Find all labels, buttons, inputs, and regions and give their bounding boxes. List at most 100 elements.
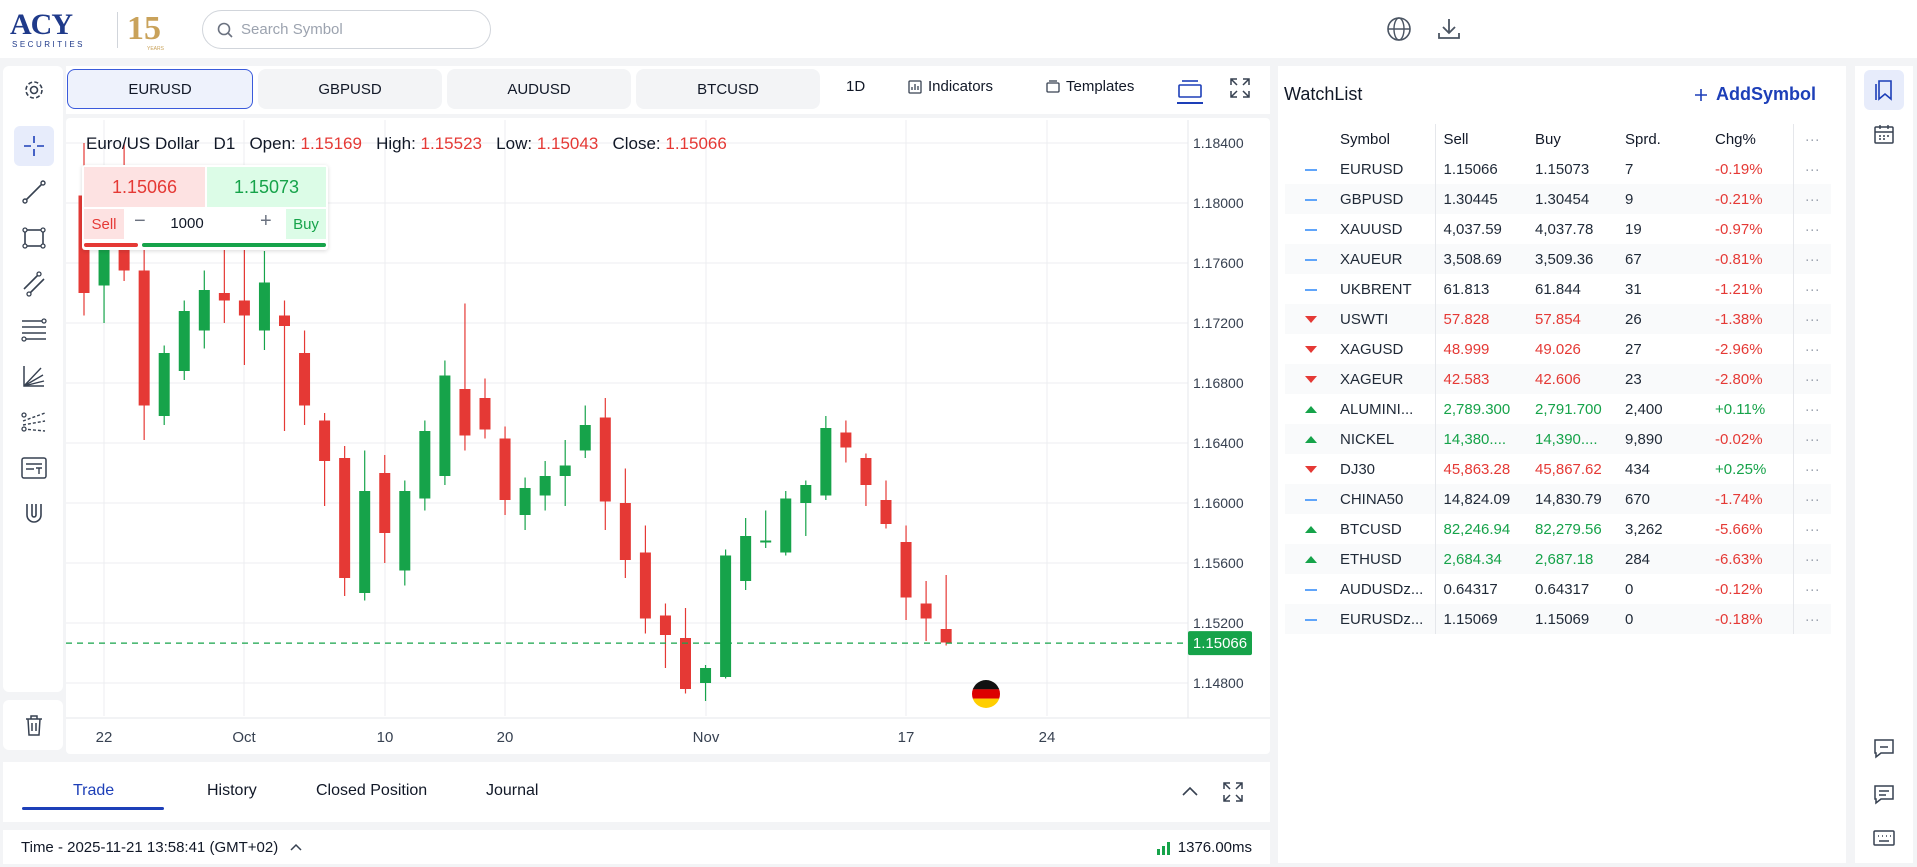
open-label: Open:	[249, 134, 296, 153]
expand-panel-icon[interactable]	[1221, 780, 1245, 804]
globe-icon[interactable]	[1386, 16, 1412, 42]
row-more-button[interactable]: ···	[1792, 574, 1831, 604]
active-tab-indicator	[22, 807, 164, 810]
row-more-button[interactable]: ···	[1792, 244, 1831, 274]
row-more-button[interactable]: ···	[1792, 154, 1831, 184]
buy-button[interactable]: Buy	[286, 209, 326, 239]
magnet-icon[interactable]	[14, 494, 54, 534]
quantity-decrease-button[interactable]: −	[134, 210, 146, 232]
symbol-tab-gbpusd[interactable]: GBPUSD	[258, 69, 442, 109]
row-symbol: ALUMINI...	[1340, 400, 1414, 418]
row-more-button[interactable]: ···	[1792, 394, 1831, 424]
row-more-button[interactable]: ···	[1792, 454, 1831, 484]
watchlist-row[interactable]: EURUSD 1.15066 1.15073 7 -0.19% ···	[1285, 154, 1831, 184]
symbol-tab-audusd[interactable]: AUDUSD	[447, 69, 631, 109]
candle-body	[920, 603, 932, 619]
chevron-up-small-icon[interactable]	[290, 842, 302, 852]
watchlist-row[interactable]: XAUEUR 3,508.69 3,509.36 67 -0.81% ···	[1285, 244, 1831, 274]
tab-trade[interactable]: Trade	[73, 782, 115, 799]
row-direction	[1285, 154, 1337, 184]
row-more-button[interactable]: ···	[1792, 484, 1831, 514]
watchlist-row[interactable]: NICKEL 14,380.... 14,390.... 9,890 -0.02% ···	[1285, 424, 1831, 454]
row-more-button[interactable]: ···	[1792, 304, 1831, 334]
row-more-button[interactable]: ···	[1792, 604, 1831, 634]
watchlist-row[interactable]: ETHUSD 2,684.34 2,687.18 284 -6.63% ···	[1285, 544, 1831, 574]
pitchfork-icon[interactable]	[14, 402, 54, 442]
add-symbol-button[interactable]: AddSymbol	[1694, 84, 1816, 105]
watchlist-row[interactable]: XAGUSD 48.999 49.026 27 -2.96% ···	[1285, 334, 1831, 364]
rectangle-tool-icon[interactable]	[14, 218, 54, 258]
watchlist-row[interactable]: CHINA50 14,824.09 14,830.79 670 -1.74% ···	[1285, 484, 1831, 514]
watchlist-row[interactable]: XAUUSD 4,037.59 4,037.78 19 -0.97% ···	[1285, 214, 1831, 244]
indicators-button[interactable]: Indicators	[908, 78, 993, 95]
symbol-header[interactable]: Symbol	[1340, 130, 1391, 148]
search-input[interactable]	[241, 21, 471, 38]
text-note-icon[interactable]	[14, 448, 54, 488]
symbol-tab-btcusd[interactable]: BTCUSD	[636, 69, 820, 109]
row-more-button[interactable]: ···	[1792, 544, 1831, 574]
tab-journal[interactable]: Journal	[486, 782, 539, 799]
watchlist-row[interactable]: BTCUSD 82,246.94 82,279.56 3,262 -5.66% ···	[1285, 514, 1831, 544]
watchlist-row[interactable]: ALUMINI... 2,789.300 2,791.700 2,400 +0.11% ·…	[1285, 394, 1831, 424]
logo-text: ACY	[10, 8, 73, 41]
watchlist-row[interactable]: GBPUSD 1.30445 1.30454 9 -0.21% ···	[1285, 184, 1831, 214]
row-more-button[interactable]: ···	[1792, 334, 1831, 364]
spread-header[interactable]: Sprd.	[1625, 130, 1661, 148]
settings-gear-icon[interactable]	[14, 70, 54, 110]
quantity-input[interactable]: 1000	[170, 215, 204, 232]
fibonacci-retracement-icon[interactable]	[14, 310, 54, 350]
watchlist-bookmark-icon[interactable]	[1864, 70, 1904, 110]
row-change: -0.19%	[1715, 160, 1763, 178]
sell-button[interactable]: Sell	[84, 209, 124, 239]
watchlist-row[interactable]: XAGEUR 42.583 42.606 23 -2.80% ···	[1285, 364, 1831, 394]
calendar-icon[interactable]	[1864, 114, 1904, 154]
layers-icon[interactable]	[1176, 75, 1204, 110]
watchlist-row[interactable]: USWTI 57.828 57.854 26 -1.38% ···	[1285, 304, 1831, 334]
acy-logo[interactable]: ACY SECURITIES 15 YEARS	[10, 8, 164, 52]
fullscreen-icon[interactable]	[1228, 76, 1252, 105]
row-more-button[interactable]: ···	[1792, 214, 1831, 244]
change-header[interactable]: Chg%	[1715, 130, 1756, 148]
tab-closed-position[interactable]: Closed Position	[316, 782, 428, 799]
watchlist-row[interactable]: DJ30 45,863.28 45,867.62 434 +0.25% ···	[1285, 454, 1831, 484]
buy-header[interactable]: Buy	[1535, 130, 1561, 148]
keyboard-icon[interactable]	[1864, 818, 1904, 858]
gann-fan-icon[interactable]	[14, 356, 54, 396]
chevron-up-icon[interactable]	[1181, 784, 1199, 798]
row-more-button[interactable]: ···	[1792, 274, 1831, 304]
candle-body	[740, 536, 752, 581]
message-icon[interactable]	[1864, 774, 1904, 814]
trash-icon[interactable]	[14, 705, 54, 745]
chat-icon[interactable]	[1864, 728, 1904, 768]
buy-price-button[interactable]: 1.15073	[207, 167, 326, 207]
candle-body	[519, 488, 531, 515]
row-more-button[interactable]: ···	[1792, 424, 1831, 454]
more-header[interactable]: ···	[1792, 124, 1831, 154]
search-box[interactable]	[202, 10, 491, 49]
parallel-channel-icon[interactable]	[14, 264, 54, 304]
row-more-button[interactable]: ···	[1792, 514, 1831, 544]
row-buy-price: 1.15069	[1527, 604, 1617, 634]
download-icon[interactable]	[1436, 16, 1462, 42]
de-flag-icon[interactable]	[972, 680, 1000, 708]
symbol-tab-eurusd[interactable]: EURUSD	[67, 69, 253, 109]
candle-body	[760, 540, 772, 543]
row-more-button[interactable]: ···	[1792, 184, 1831, 214]
tab-history[interactable]: History	[207, 782, 257, 799]
sell-price-button[interactable]: 1.15066	[84, 167, 205, 207]
unchanged-dash-icon	[1305, 498, 1317, 501]
row-spread: 27	[1625, 340, 1642, 358]
templates-button[interactable]: Templates	[1046, 78, 1134, 95]
candle-body	[539, 476, 551, 496]
row-more-button[interactable]: ···	[1792, 364, 1831, 394]
trend-line-icon[interactable]	[14, 172, 54, 212]
search-icon	[217, 22, 233, 38]
sell-header[interactable]: Sell	[1434, 124, 1527, 154]
row-spread: 9	[1617, 184, 1707, 214]
crosshair-tool-icon[interactable]	[14, 126, 54, 166]
watchlist-row[interactable]: EURUSDz... 1.15069 1.15069 0 -0.18% ···	[1285, 604, 1831, 634]
watchlist-row[interactable]: AUDUSDz... 0.64317 0.64317 0 -0.12% ···	[1285, 574, 1831, 604]
quantity-increase-button[interactable]: +	[260, 210, 272, 232]
watchlist-row[interactable]: UKBRENT 61.813 61.844 31 -1.21% ···	[1285, 274, 1831, 304]
timeframe-button[interactable]: 1D	[846, 78, 866, 95]
